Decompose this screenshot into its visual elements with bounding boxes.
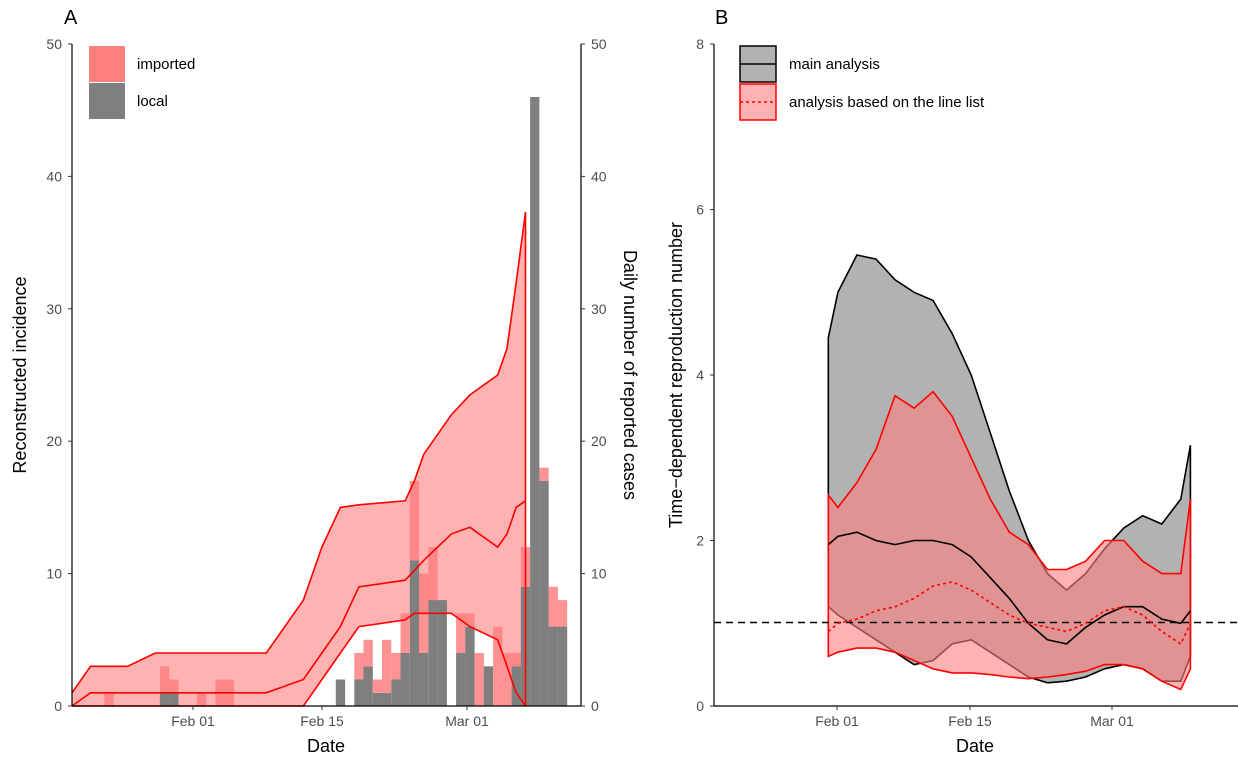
panel-a-y2tick-label: 40 <box>591 168 607 184</box>
bar-local <box>483 666 494 706</box>
bar-local <box>409 560 420 706</box>
bar-local <box>548 626 558 706</box>
panel-b: B 0 2 4 6 8 Feb 01 Feb 15 Mar 01 Date Ti… <box>666 7 1238 756</box>
bar-imported <box>169 679 179 693</box>
bar-imported <box>502 653 512 706</box>
legend-label-main-analysis: main analysis <box>789 56 880 73</box>
panel-a-y2tick-label: 10 <box>591 566 607 582</box>
bar-imported <box>456 613 466 653</box>
bar-imported <box>548 586 558 627</box>
panel-a-lines-layer <box>71 211 527 707</box>
ribbon-line-list <box>827 390 1192 691</box>
panel-a-y-ticks-right: 0 10 20 30 40 50 <box>581 36 607 714</box>
bar-imported <box>400 613 410 653</box>
panel-a-ytick-label: 40 <box>46 168 62 184</box>
bar-local <box>354 679 364 706</box>
panel-b-x-axis-title: Date <box>956 736 994 756</box>
panel-a-y-axis-title: Reconstructed incidence <box>10 276 30 473</box>
panel-b-xtick-label: Mar 01 <box>1090 713 1134 729</box>
panel-b-ribbons-layer <box>827 254 1192 691</box>
bar-local <box>437 600 447 706</box>
panel-b-x-ticks: Feb 01 Feb 15 Mar 01 <box>815 706 1134 729</box>
panel-a-tag: A <box>64 7 78 29</box>
bar-local <box>428 600 438 706</box>
panel-b-tag: B <box>715 7 728 29</box>
bar-local <box>391 679 401 706</box>
bar-imported <box>159 666 170 693</box>
bar-local <box>335 679 346 706</box>
bar-imported <box>465 613 475 627</box>
bar-imported <box>391 653 401 680</box>
panel-b-legend: main analysis analysis based on the line… <box>739 45 985 121</box>
bar-imported <box>428 547 438 601</box>
panel-b-ytick-label: 6 <box>696 202 704 218</box>
panel-b-ytick-label: 4 <box>696 367 704 383</box>
bar-imported <box>493 626 503 706</box>
bar-local <box>456 653 466 706</box>
panel-a: A 0 10 20 30 40 50 0 10 20 30 40 50 Feb … <box>10 7 640 756</box>
bar-local <box>539 480 549 706</box>
panel-a-ytick-label: 20 <box>46 433 62 449</box>
panel-a-xtick-label: Feb 15 <box>300 713 344 729</box>
panel-a-x-axis-title: Date <box>307 736 345 756</box>
panel-b-ytick-label: 2 <box>696 533 704 549</box>
bar-imported <box>354 653 364 680</box>
bar-local <box>363 666 373 706</box>
panel-b-lines-layer <box>827 531 1192 646</box>
bar-imported <box>539 467 549 481</box>
panel-a-median-line <box>71 500 526 707</box>
panel-a-xtick-label: Mar 01 <box>445 713 489 729</box>
panel-a-legend: imported local <box>89 46 195 119</box>
legend-swatch-imported <box>89 46 125 82</box>
panel-b-y-ticks: 0 2 4 6 8 <box>696 36 714 714</box>
panel-a-y-ticks-left: 0 10 20 30 40 50 <box>46 36 72 714</box>
bar-imported <box>104 692 114 706</box>
mean-line-line-list <box>827 581 1192 646</box>
legend-label-imported: imported <box>137 56 195 73</box>
panel-a-y2tick-label: 20 <box>591 433 607 449</box>
bar-local <box>419 653 429 706</box>
legend-swatch-local <box>89 83 125 119</box>
panel-a-x-ticks: Feb 01 Feb 15 Mar 01 <box>171 706 489 729</box>
panel-a-ytick-label: 30 <box>46 301 62 317</box>
bar-local <box>169 692 179 706</box>
panel-b-xtick-label: Feb 15 <box>948 713 992 729</box>
bar-imported <box>557 600 568 627</box>
panel-b-ytick-label: 0 <box>696 698 704 714</box>
panel-b-y-axis-title: Time−dependent reproduction number <box>666 222 686 528</box>
panel-b-ytick-label: 8 <box>696 36 704 52</box>
bar-imported <box>474 653 484 706</box>
panel-a-y2-axis-title: Daily number of reported cases <box>620 250 640 500</box>
panel-a-ytick-label: 10 <box>46 566 62 582</box>
panel-a-xtick-label: Feb 01 <box>171 713 215 729</box>
bar-imported <box>511 653 521 667</box>
legend-label-line-list: analysis based on the line list <box>789 94 985 111</box>
panel-b-xtick-label: Feb 01 <box>815 713 859 729</box>
bar-local <box>372 692 383 706</box>
bar-local <box>382 692 392 706</box>
mean-line-main-analysis <box>827 531 1192 645</box>
panel-a-y2tick-label: 0 <box>591 698 599 714</box>
bar-local <box>465 626 475 706</box>
panel-a-ribbon-upper <box>71 211 527 694</box>
panel-a-y2tick-label: 30 <box>591 301 607 317</box>
bar-imported <box>409 480 420 561</box>
bar-local <box>557 626 568 706</box>
bar-imported <box>382 639 392 693</box>
bar-imported <box>372 679 383 693</box>
bar-local <box>511 666 521 706</box>
legend-label-local: local <box>137 93 168 110</box>
panel-a-ytick-label: 0 <box>54 698 62 714</box>
panel-a-ytick-label: 50 <box>46 36 62 52</box>
bar-local <box>159 692 170 706</box>
bar-imported <box>363 639 373 667</box>
bar-local <box>400 653 410 706</box>
bar-local <box>530 97 540 706</box>
panel-a-y2tick-label: 50 <box>591 36 607 52</box>
bar-imported <box>196 692 207 706</box>
